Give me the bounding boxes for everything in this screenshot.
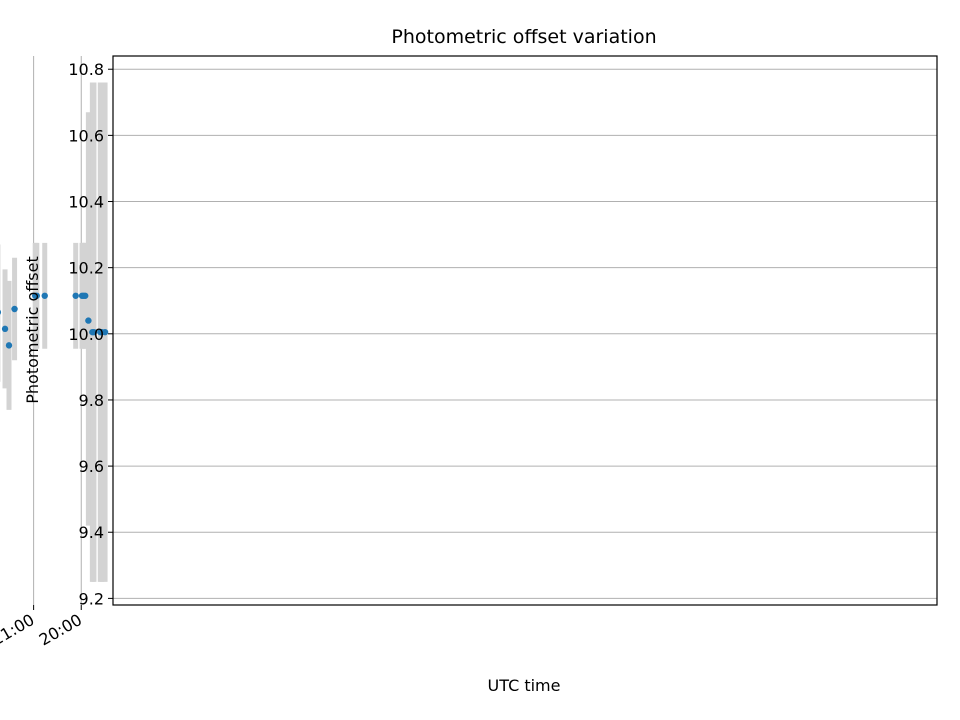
data-points (0, 292, 109, 349)
y-tick-label: 10.8 (68, 60, 104, 79)
data-point (11, 305, 18, 313)
y-tick-label: 9.6 (79, 457, 104, 476)
data-point (89, 328, 96, 336)
y-axis-title: Photometric offset (23, 256, 42, 404)
y-axis-ticks: 9.2 9.4 9.6 9.8 10.0 10.2 10.4 10.6 10.8 (68, 60, 113, 608)
data-point (97, 328, 104, 336)
x-tick-label: 20:00 (36, 610, 85, 650)
data-point (78, 292, 86, 299)
data-point (0, 309, 2, 315)
y-tick-label: 10.0 (68, 325, 104, 344)
data-point (32, 292, 39, 299)
x-tick-label: 21:00 (0, 610, 38, 650)
y-tick-label: 10.2 (68, 259, 104, 278)
data-point (1, 325, 9, 333)
y-tick-label: 10.4 (68, 193, 104, 212)
y-tick-label: 9.2 (79, 589, 104, 608)
data-point (85, 317, 92, 324)
data-point (72, 292, 79, 299)
y-tick-label: 10.6 (68, 126, 104, 145)
x-axis-title: UTC time (488, 676, 561, 695)
plot-frame (112, 55, 938, 606)
y-tick-label: 9.8 (79, 391, 104, 410)
y-tick-label: 9.4 (79, 523, 104, 542)
data-point (5, 342, 13, 349)
grid-lines (33, 56, 937, 605)
chart-title: Photometric offset variation (391, 26, 656, 48)
data-point (41, 292, 48, 299)
